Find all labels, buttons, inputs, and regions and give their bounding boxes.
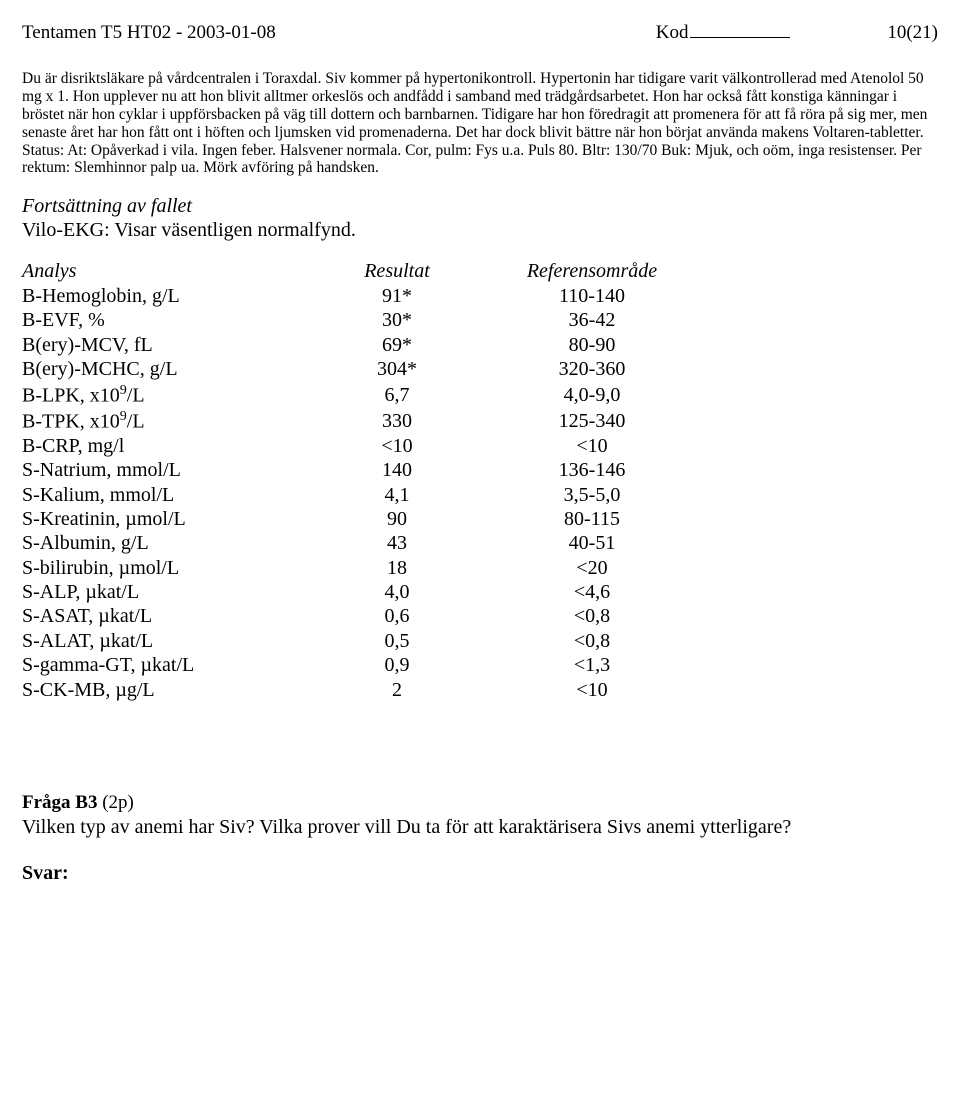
continuation-subtitle: Vilo-EKG: Visar väsentligen normalfynd.	[22, 219, 938, 243]
cell-analys: B-CRP, mg/l	[22, 434, 312, 458]
cell-reference: 136-146	[482, 458, 702, 482]
table-row: S-ALP, µkat/L4,0<4,6	[22, 580, 702, 604]
question-header: Fråga B3 (2p)	[22, 792, 938, 814]
cell-reference: <4,6	[482, 580, 702, 604]
cell-analys: S-Kalium, mmol/L	[22, 483, 312, 507]
question-text: Vilken typ av anemi har Siv? Vilka prove…	[22, 816, 938, 840]
cell-result: 6,7	[312, 382, 482, 408]
answer-label: Svar:	[22, 862, 938, 886]
cell-reference: <10	[482, 678, 702, 702]
cell-analys: B-Hemoglobin, g/L	[22, 284, 312, 308]
cell-analys: S-ASAT, µkat/L	[22, 604, 312, 628]
exam-title: Tentamen T5 HT02 - 2003-01-08	[22, 22, 276, 44]
continuation-title: Fortsättning av fallet	[22, 195, 938, 219]
cell-analys: B-TPK, x109/L	[22, 408, 312, 434]
cell-result: 0,6	[312, 604, 482, 628]
cell-reference: 80-115	[482, 507, 702, 531]
cell-result: 30*	[312, 308, 482, 332]
cell-reference: <10	[482, 434, 702, 458]
cell-reference: 110-140	[482, 284, 702, 308]
table-row: S-Kalium, mmol/L4,13,5-5,0	[22, 483, 702, 507]
cell-reference: <0,8	[482, 629, 702, 653]
cell-analys: S-CK-MB, µg/L	[22, 678, 312, 702]
table-row: B(ery)-MCHC, g/L304*320-360	[22, 357, 702, 381]
cell-reference: 80-90	[482, 333, 702, 357]
cell-analys: S-ALAT, µkat/L	[22, 629, 312, 653]
table-row: B-CRP, mg/l<10<10	[22, 434, 702, 458]
table-row: S-Natrium, mmol/L140136-146	[22, 458, 702, 482]
cell-result: 90	[312, 507, 482, 531]
col-header-ref: Referensområde	[482, 260, 702, 284]
cell-reference: <0,8	[482, 604, 702, 628]
case-description: Du är disriktsläkare på vårdcentralen i …	[22, 70, 938, 177]
cell-result: 4,0	[312, 580, 482, 604]
cell-result: 2	[312, 678, 482, 702]
table-row: B-TPK, x109/L330125-340	[22, 408, 702, 434]
cell-analys: B(ery)-MCV, fL	[22, 333, 312, 357]
cell-reference: 36-42	[482, 308, 702, 332]
table-row: B-EVF, %30*36-42	[22, 308, 702, 332]
cell-reference: 320-360	[482, 357, 702, 381]
cell-result: <10	[312, 434, 482, 458]
cell-analys: S-Kreatinin, µmol/L	[22, 507, 312, 531]
table-row: S-ASAT, µkat/L0,6<0,8	[22, 604, 702, 628]
col-header-analys: Analys	[22, 260, 312, 284]
cell-result: 0,9	[312, 653, 482, 677]
cell-reference: 125-340	[482, 408, 702, 434]
cell-result: 18	[312, 556, 482, 580]
table-row: B(ery)-MCV, fL69*80-90	[22, 333, 702, 357]
kod-blank-line	[690, 18, 790, 38]
lab-results-table: Analys Resultat Referensområde B-Hemoglo…	[22, 260, 702, 702]
cell-reference: 3,5-5,0	[482, 483, 702, 507]
page-number: 10(21)	[879, 22, 938, 44]
question-points-value: (2p)	[102, 792, 134, 813]
table-row: S-Kreatinin, µmol/L9080-115	[22, 507, 702, 531]
cell-result: 304*	[312, 357, 482, 381]
cell-analys: S-ALP, µkat/L	[22, 580, 312, 604]
question-label: Fråga B3	[22, 792, 97, 813]
cell-analys: S-gamma-GT, µkat/L	[22, 653, 312, 677]
table-row: B-LPK, x109/L6,74,0-9,0	[22, 382, 702, 408]
cell-reference: 4,0-9,0	[482, 382, 702, 408]
table-row: S-bilirubin, µmol/L18<20	[22, 556, 702, 580]
cell-analys: B(ery)-MCHC, g/L	[22, 357, 312, 381]
cell-result: 91*	[312, 284, 482, 308]
cell-analys: S-bilirubin, µmol/L	[22, 556, 312, 580]
cell-analys: B-EVF, %	[22, 308, 312, 332]
table-row: S-ALAT, µkat/L0,5<0,8	[22, 629, 702, 653]
cell-analys: B-LPK, x109/L	[22, 382, 312, 408]
table-row: S-gamma-GT, µkat/L0,9<1,3	[22, 653, 702, 677]
kod-label: Kod	[656, 22, 689, 43]
cell-result: 43	[312, 531, 482, 555]
cell-result: 4,1	[312, 483, 482, 507]
cell-result: 330	[312, 408, 482, 434]
page-header: Tentamen T5 HT02 - 2003-01-08 Kod 10(21)	[22, 18, 938, 44]
cell-result: 69*	[312, 333, 482, 357]
col-header-resultat: Resultat	[312, 260, 482, 284]
table-row: S-CK-MB, µg/L2<10	[22, 678, 702, 702]
cell-result: 0,5	[312, 629, 482, 653]
cell-reference: 40-51	[482, 531, 702, 555]
cell-reference: <1,3	[482, 653, 702, 677]
question-block: Fråga B3 (2p) Vilken typ av anemi har Si…	[22, 792, 938, 886]
cell-analys: S-Albumin, g/L	[22, 531, 312, 555]
kod-field: Kod	[656, 18, 791, 44]
table-row: S-Albumin, g/L4340-51	[22, 531, 702, 555]
cell-reference: <20	[482, 556, 702, 580]
cell-analys: S-Natrium, mmol/L	[22, 458, 312, 482]
cell-result: 140	[312, 458, 482, 482]
table-row: B-Hemoglobin, g/L91*110-140	[22, 284, 702, 308]
